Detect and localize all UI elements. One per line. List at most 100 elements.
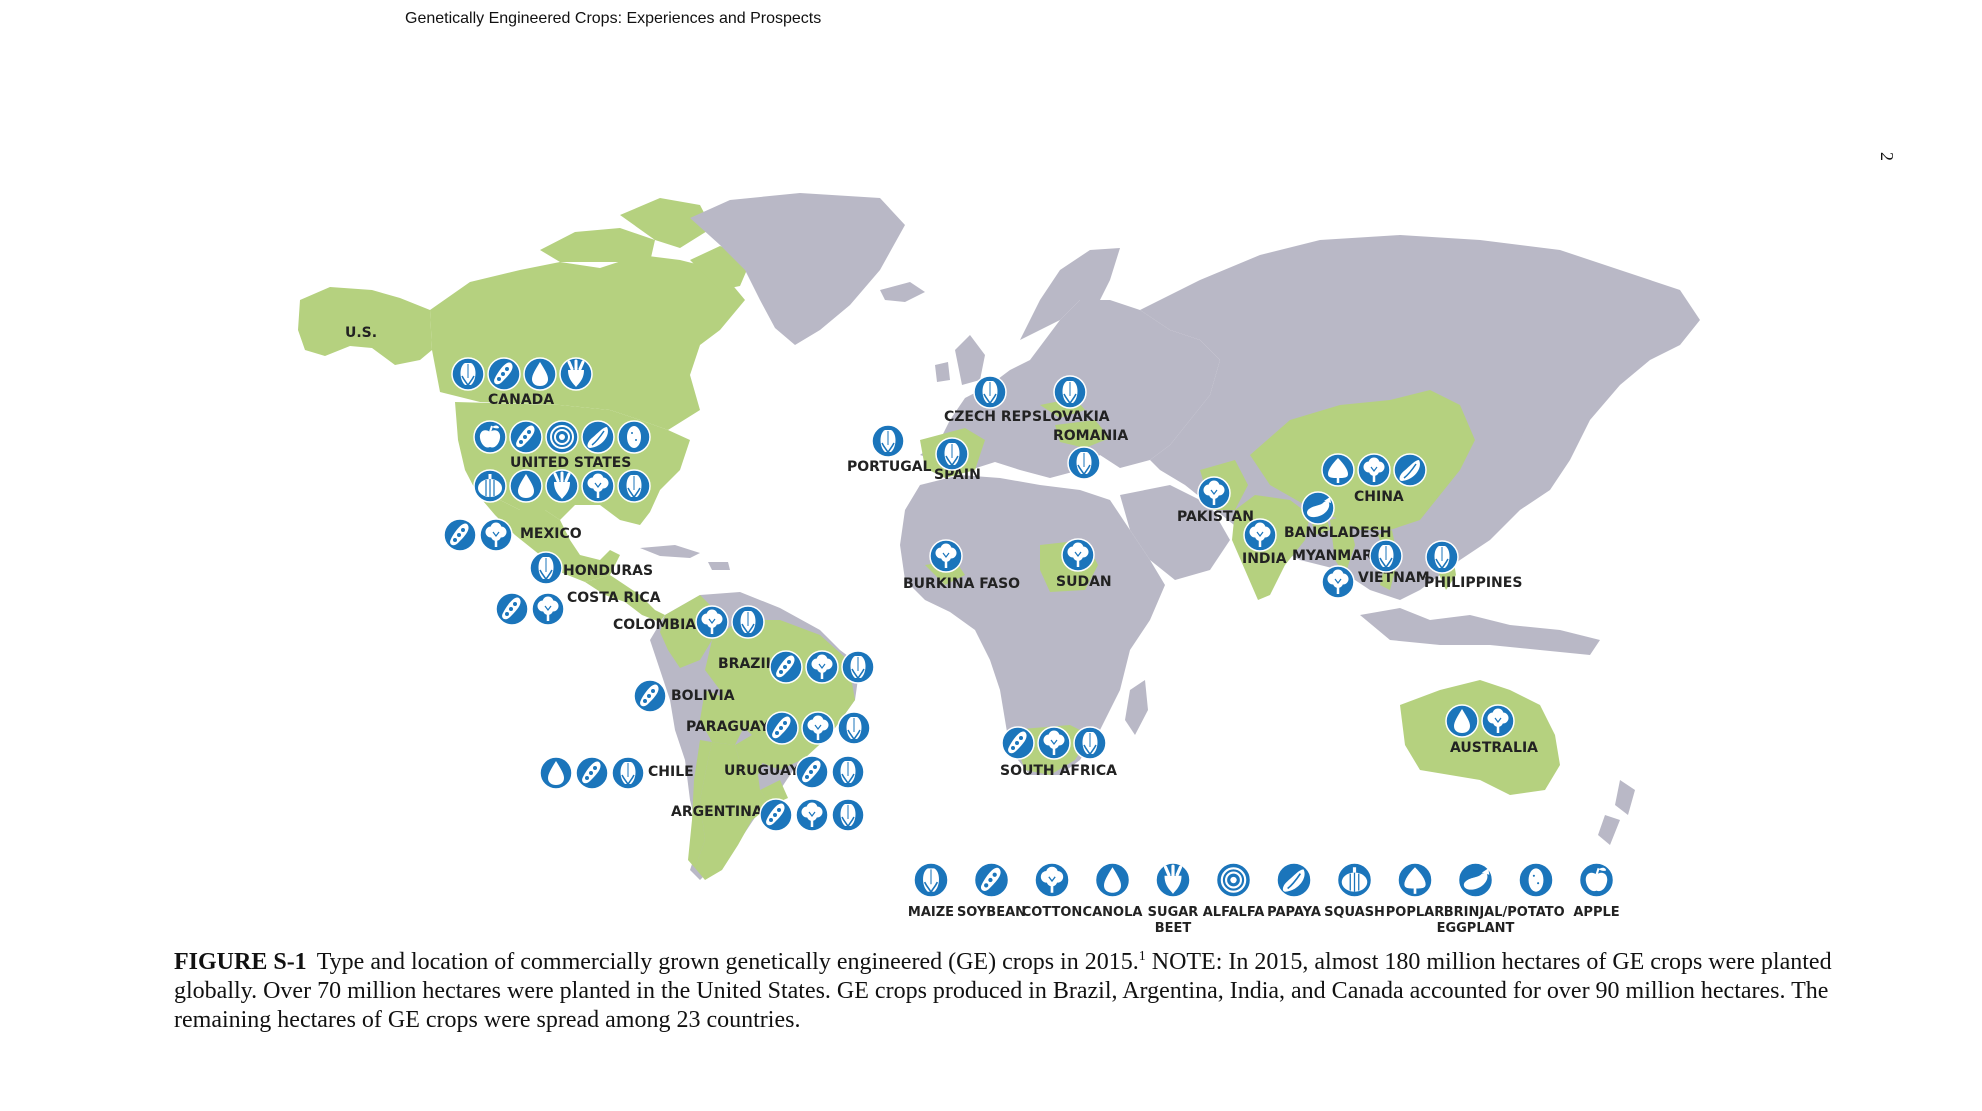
cotton-icon-legend	[1034, 862, 1070, 898]
label-mexico: MEXICO	[520, 526, 582, 542]
squash-icon-legend	[1336, 862, 1373, 898]
running-header: Genetically Engineered Crops: Experience…	[405, 10, 822, 27]
maize-icon	[529, 551, 563, 585]
legend-label-canola: CANOLA	[1083, 905, 1143, 920]
cotton-icon	[1197, 476, 1231, 510]
maize-icon	[973, 375, 1007, 409]
label-vietnam: VIETNAM	[1358, 570, 1430, 586]
legend-label-apple: APPLE	[1573, 905, 1619, 920]
soybean-icon-legend	[973, 862, 1010, 898]
apple-icon	[473, 420, 507, 454]
label-slovakia: SLOVAKIA	[1032, 409, 1110, 425]
apple-icon-legend	[1578, 862, 1615, 898]
soybean-icon	[633, 679, 667, 713]
legend-label-brinjal: EGGPLANT	[1437, 921, 1515, 936]
legend-label-papaya: PAPAYA	[1267, 905, 1321, 920]
caribbean-shape	[640, 545, 730, 570]
soybean-icon	[795, 755, 829, 789]
papaya-icon	[581, 420, 615, 454]
canola-icon	[523, 357, 557, 391]
maize-icon	[935, 437, 969, 471]
figure-caption: FIGURE S-1 Type and location of commercia…	[174, 942, 1834, 1035]
crop-icons-layer	[443, 357, 1515, 832]
chile-shape	[688, 740, 712, 868]
cotton-icon	[805, 650, 839, 684]
scandinavia-shape	[1020, 248, 1120, 340]
maize-icon	[837, 711, 871, 745]
paraguay-shape	[735, 735, 765, 775]
greenland-shape	[690, 193, 905, 345]
soybean-icon	[487, 357, 521, 391]
alfalfa-icon-legend	[1215, 862, 1252, 898]
label-bolivia: BOLIVIA	[671, 688, 735, 704]
label-china: CHINA	[1354, 489, 1404, 505]
cotton-icon	[479, 518, 513, 552]
myanmar-shape	[1330, 515, 1355, 575]
cotton-icon	[929, 539, 963, 573]
label-pakistan: PAKISTAN	[1177, 509, 1254, 525]
cotton-icon	[1321, 565, 1355, 599]
caption-text-before-ref: Type and location of commercially grown …	[316, 949, 1139, 975]
argentina-shape	[695, 742, 770, 880]
madagascar-shape	[1125, 680, 1148, 735]
maize-icon	[831, 798, 865, 832]
australia-shape	[1400, 680, 1560, 795]
label-portugal: PORTUGAL	[847, 459, 932, 475]
soybean-icon	[765, 711, 799, 745]
label-argentina: ARGENTINA	[671, 804, 763, 820]
soybean-icon	[1001, 726, 1035, 760]
papaya-icon	[1393, 453, 1427, 487]
label-united-states: UNITED STATES	[510, 455, 631, 471]
soybean-icon	[509, 420, 543, 454]
label-spain: SPAIN	[934, 467, 981, 483]
country-labels: U.S. CANADA UNITED STATES MEXICO HONDURA…	[345, 325, 1538, 820]
maize-icon	[871, 424, 905, 458]
bolivia-shape	[700, 690, 745, 745]
cotton-icon	[695, 605, 729, 639]
cotton-icon	[1481, 704, 1515, 738]
indonesia-shape	[1360, 608, 1600, 655]
label-chile: CHILE	[648, 764, 694, 780]
maize-icon-legend	[913, 862, 949, 898]
maize-icon	[1073, 726, 1107, 760]
label-bangladesh: BANGLADESH	[1284, 525, 1391, 541]
label-australia: AUSTRALIA	[1450, 740, 1538, 756]
cotton-icon	[801, 711, 835, 745]
mexico-shape	[478, 495, 620, 582]
soybean-icon	[759, 798, 793, 832]
maize-icon	[1053, 375, 1087, 409]
soybean-icon	[443, 518, 477, 552]
legend-label-sugar-beet: SUGAR	[1148, 905, 1199, 920]
brinjal-icon-legend	[1457, 862, 1494, 898]
canola-icon	[509, 469, 543, 503]
central-america-shape	[585, 575, 665, 622]
japan-shape	[1492, 385, 1530, 465]
legend-label-soybean: SOYBEAN	[957, 905, 1026, 920]
new-zealand-shape	[1598, 780, 1635, 845]
label-sudan: SUDAN	[1056, 574, 1112, 590]
label-romania: ROMANIA	[1053, 428, 1128, 444]
soybean-icon	[495, 592, 529, 626]
arabia-shape	[1120, 485, 1230, 580]
label-burkina-faso: BURKINA FASO	[903, 576, 1020, 592]
poplar-icon	[1321, 453, 1355, 487]
cotton-icon	[581, 469, 615, 503]
label-brazil: BRAZIL	[718, 656, 775, 672]
canola-icon-legend	[1094, 862, 1131, 898]
maize-icon	[1067, 446, 1101, 480]
maize-icon	[1425, 540, 1459, 574]
canola-icon	[539, 756, 573, 790]
label-costa-rica: COSTA RICA	[567, 590, 661, 606]
caption-text-after-ref: NOTE: In 2015, almost 180 million hectar…	[174, 949, 1832, 1033]
label-czech-rep: CZECH REP	[944, 409, 1031, 425]
poplar-icon-legend	[1397, 862, 1433, 898]
caption-reference: 1	[1138, 949, 1146, 964]
legend-label-maize: MAIZE	[908, 905, 954, 920]
cotton-icon	[1037, 726, 1071, 760]
maize-icon	[831, 755, 865, 789]
maize-icon	[451, 357, 485, 391]
squash-icon	[473, 469, 507, 503]
sugar-beet-icon	[559, 357, 593, 391]
soybean-icon	[575, 756, 609, 790]
